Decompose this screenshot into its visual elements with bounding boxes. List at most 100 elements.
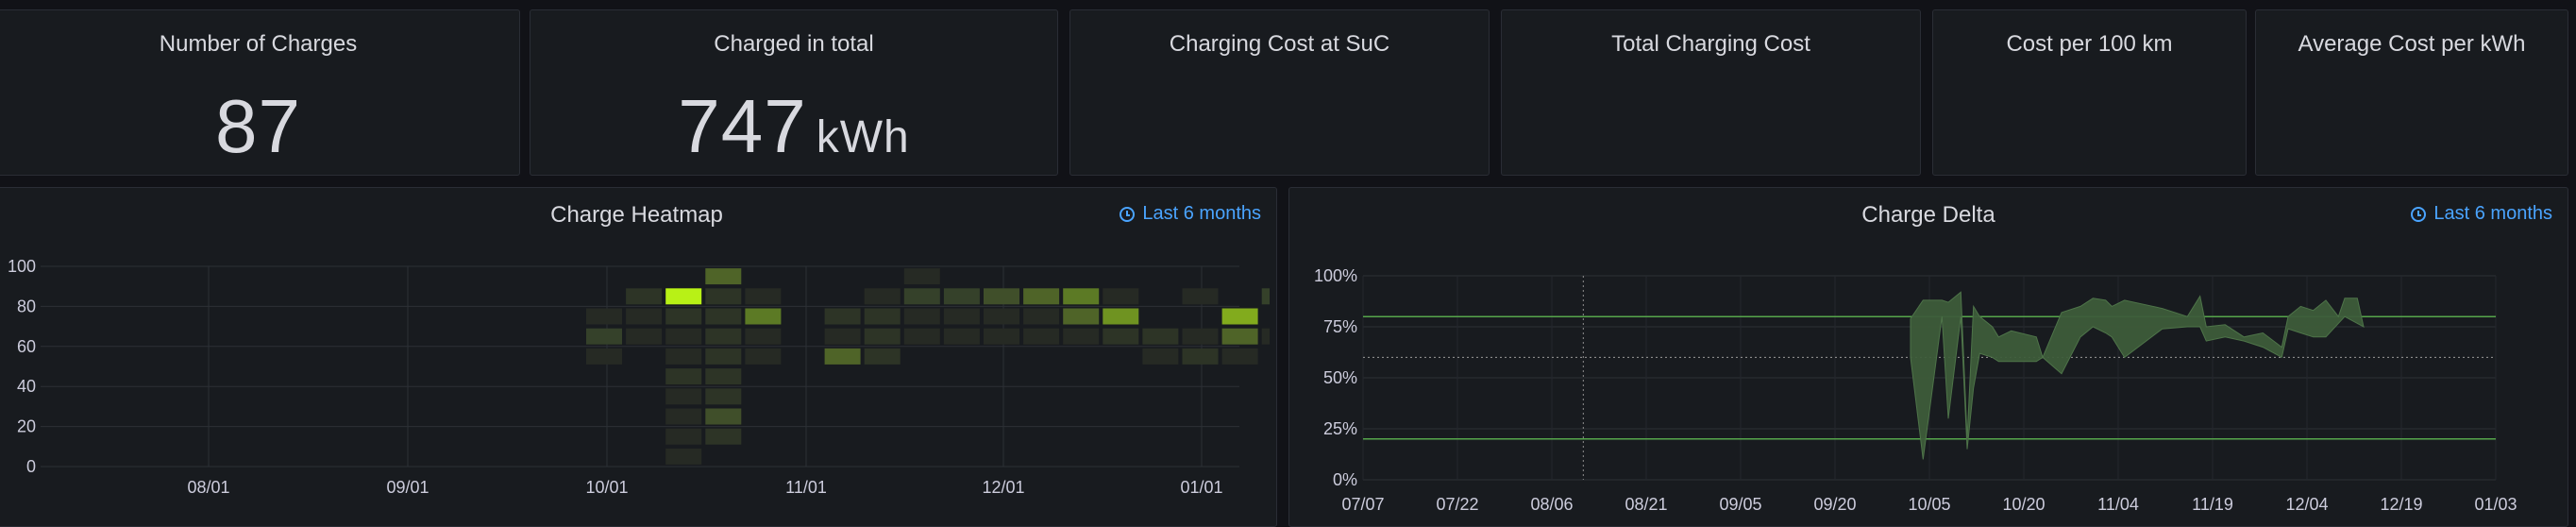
stat-panel-cost-per-100km[interactable]: Cost per 100 km [1932,9,2247,176]
clock-icon [2411,206,2427,222]
heatmap-cell [705,368,742,385]
x-tick-label: 01/01 [1180,478,1222,497]
x-tick-label: 01/03 [2474,495,2517,514]
heatmap-cell [943,328,980,345]
time-range-label: Last 6 months [2433,203,2552,224]
heatmap-cell [586,328,622,345]
heatmap-cell [1182,288,1219,305]
heatmap-cell [824,328,861,345]
heatmap-cell [1221,348,1258,365]
heatmap-cell [586,348,622,365]
x-tick-label: 08/21 [1625,495,1667,514]
heatmap-cell [1023,288,1060,305]
heatmap-cell [1142,348,1179,365]
heatmap-cell [1023,328,1060,345]
x-tick-label: 09/01 [386,478,429,497]
heatmap-cell [626,308,663,325]
panel-title: Cost per 100 km [2006,31,2173,57]
heatmap-cell [903,288,940,305]
heatmap-cell [1221,328,1258,345]
panel-title: Number of Charges [159,31,358,57]
heatmap-cell [864,348,901,365]
heatmap-cell [705,428,742,445]
y-tick-label: 25% [1323,419,1357,438]
heatmap-cell [665,408,702,425]
heatmap-cell [745,308,782,325]
heatmap-cell [705,388,742,405]
heatmap-cell [1063,328,1100,345]
x-tick-label: 12/19 [2380,495,2422,514]
y-tick-label: 75% [1323,317,1357,336]
heatmap-cell [903,268,940,285]
y-tick-label: 100 [8,257,36,276]
charge-heatmap-chart[interactable]: 100 80 60 40 20 0 08/01 09/01 10/01 11/01 12/01 01/… [0,255,1270,515]
heatmap-cell [824,308,861,325]
panel-title: Charge Heatmap [550,202,723,228]
heatmap-cell [984,308,1019,325]
heatmap-cell [626,288,663,305]
heatmap-cell [984,288,1019,305]
y-tick-label: 50% [1323,368,1357,387]
heatmap-cell [665,428,702,445]
heatmap-cell [1261,288,1270,305]
heatmap-cell [864,288,901,305]
heatmap-cell [586,308,622,325]
panel-title: Charge Delta [1861,202,1995,228]
heatmap-cell [705,308,742,325]
heatmap-cell [1103,328,1139,345]
x-tick-label: 11/01 [785,478,827,497]
heatmap-panel[interactable]: Charge Heatmap Last 6 months [0,187,1277,527]
charge-delta-chart[interactable]: 100% 75% 50% 25% 0% 07/07 07/22 08/06 08/21 09/05… [1289,255,2576,515]
x-tick-label: 12/01 [982,478,1024,497]
stat-unit: kWh [816,112,910,162]
y-tick-label: 0 [26,457,36,476]
heatmap-cell [1261,328,1270,345]
y-tick-label: 20 [17,417,36,436]
heatmap-cell [745,328,782,345]
panel-title: Average Cost per kWh [2298,31,2526,57]
stat-panel-avg-cost-kwh[interactable]: Average Cost per kWh [2255,9,2568,176]
heatmap-cell [665,388,702,405]
heatmap-cell [943,308,980,325]
panel-title: Charged in total [714,31,874,57]
charge-delta-area [1910,291,2365,460]
x-tick-label: 07/22 [1436,495,1478,514]
heatmap-cell [705,268,742,285]
heatmap-cell [903,308,940,325]
stat-panel-total-cost[interactable]: Total Charging Cost [1501,9,1921,176]
heatmap-cell [665,288,702,305]
x-tick-label: 10/05 [1908,495,1950,514]
time-range-link[interactable]: Last 6 months [1120,203,1261,225]
heatmap-cell [626,328,663,345]
heatmap-cell [665,308,702,325]
x-tick-label: 09/20 [1813,495,1856,514]
stat-panel-charges[interactable]: Number of Charges 87 [0,9,520,176]
stat-value: 87 [215,84,301,168]
stat-value: 747 kWh [678,84,910,168]
heatmap-cell [665,328,702,345]
heatmap-cell [1063,288,1100,305]
heatmap-cell [665,368,702,385]
heatmap-cell [1063,308,1100,325]
y-tick-label: 0% [1333,470,1357,489]
stat-panel-suc-cost[interactable]: Charging Cost at SuC [1069,9,1490,176]
time-range-label: Last 6 months [1142,203,1261,224]
stat-panel-charged-total[interactable]: Charged in total 747 kWh [530,9,1058,176]
x-tick-label: 08/06 [1530,495,1573,514]
x-tick-label: 11/19 [2192,495,2233,514]
heatmap-cell [943,288,980,305]
heatmap-cell [1103,288,1139,305]
x-tick-label: 07/07 [1341,495,1384,514]
heatmap-cell [745,288,782,305]
y-tick-label: 80 [17,297,36,315]
x-tick-label: 10/20 [2002,495,2045,514]
heatmap-cell [864,328,901,345]
clock-icon [1120,206,1136,222]
heatmap-cell [984,328,1019,345]
x-tick-label: 09/05 [1719,495,1761,514]
x-tick-label: 08/01 [187,478,229,497]
x-tick-label: 11/04 [2097,495,2139,514]
heatmap-cell [705,288,742,305]
time-range-link[interactable]: Last 6 months [2411,203,2552,225]
heatmap-cell [864,308,901,325]
